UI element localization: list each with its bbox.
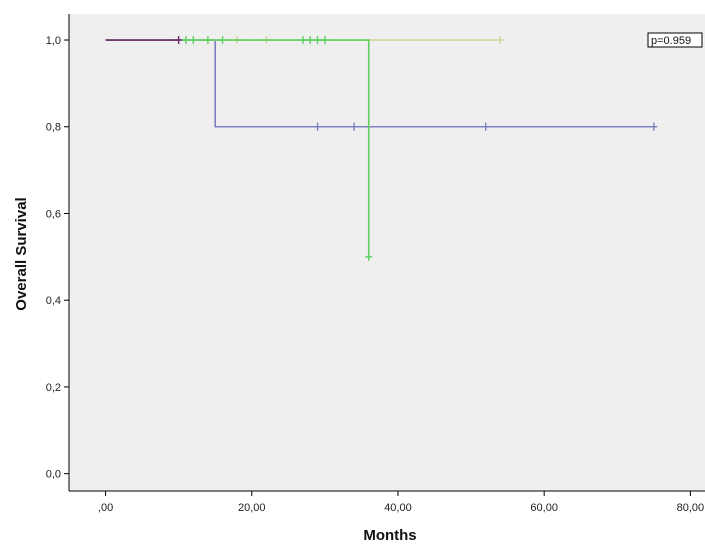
x-tick-label: 20,00 xyxy=(238,502,266,514)
series-4 xyxy=(105,36,183,45)
censor-mark xyxy=(321,36,329,45)
y-tick-label: 0,8 xyxy=(46,122,61,134)
p-value-box xyxy=(647,32,703,48)
axes: 0,0 0,2 0,4 0,6 0,8 1,0 ,00 20,00 40,00 60,00 80,0… xyxy=(46,14,705,514)
censor-mark xyxy=(182,36,190,45)
censor-mark xyxy=(482,122,490,131)
censor-mark xyxy=(365,252,373,261)
censor-mark xyxy=(189,36,197,45)
y-tick-label: 0,4 xyxy=(46,295,61,307)
x-tick-label: 60,00 xyxy=(530,502,558,514)
y-tick-label: 0,2 xyxy=(46,382,61,394)
y-tick-label: 0,0 xyxy=(46,469,61,481)
x-tick-label: ,00 xyxy=(98,502,113,514)
censor-mark xyxy=(204,36,212,45)
censor-mark xyxy=(314,36,322,45)
p-value-text: p=0.959 xyxy=(651,35,691,47)
x-tick-label: 80,00 xyxy=(677,502,705,514)
y-axis-title: Overall Survival xyxy=(13,197,30,310)
y-tick-label: 0,6 xyxy=(46,208,61,220)
series-layer xyxy=(105,36,658,261)
censor-mark xyxy=(496,36,504,45)
x-tick-label: 40,00 xyxy=(384,502,412,514)
censor-mark xyxy=(350,122,358,131)
censor-mark xyxy=(219,36,227,45)
censor-mark xyxy=(650,122,658,131)
x-axis-title: Months xyxy=(363,527,416,544)
p-value-annotation: p=0.959 xyxy=(647,32,703,48)
censor-mark xyxy=(306,36,314,45)
censor-mark xyxy=(175,36,183,45)
y-tick-label: 1,0 xyxy=(46,35,61,47)
series-3 xyxy=(105,36,373,261)
censor-mark xyxy=(299,36,307,45)
censor-mark xyxy=(314,122,322,131)
plot-area xyxy=(69,14,705,491)
